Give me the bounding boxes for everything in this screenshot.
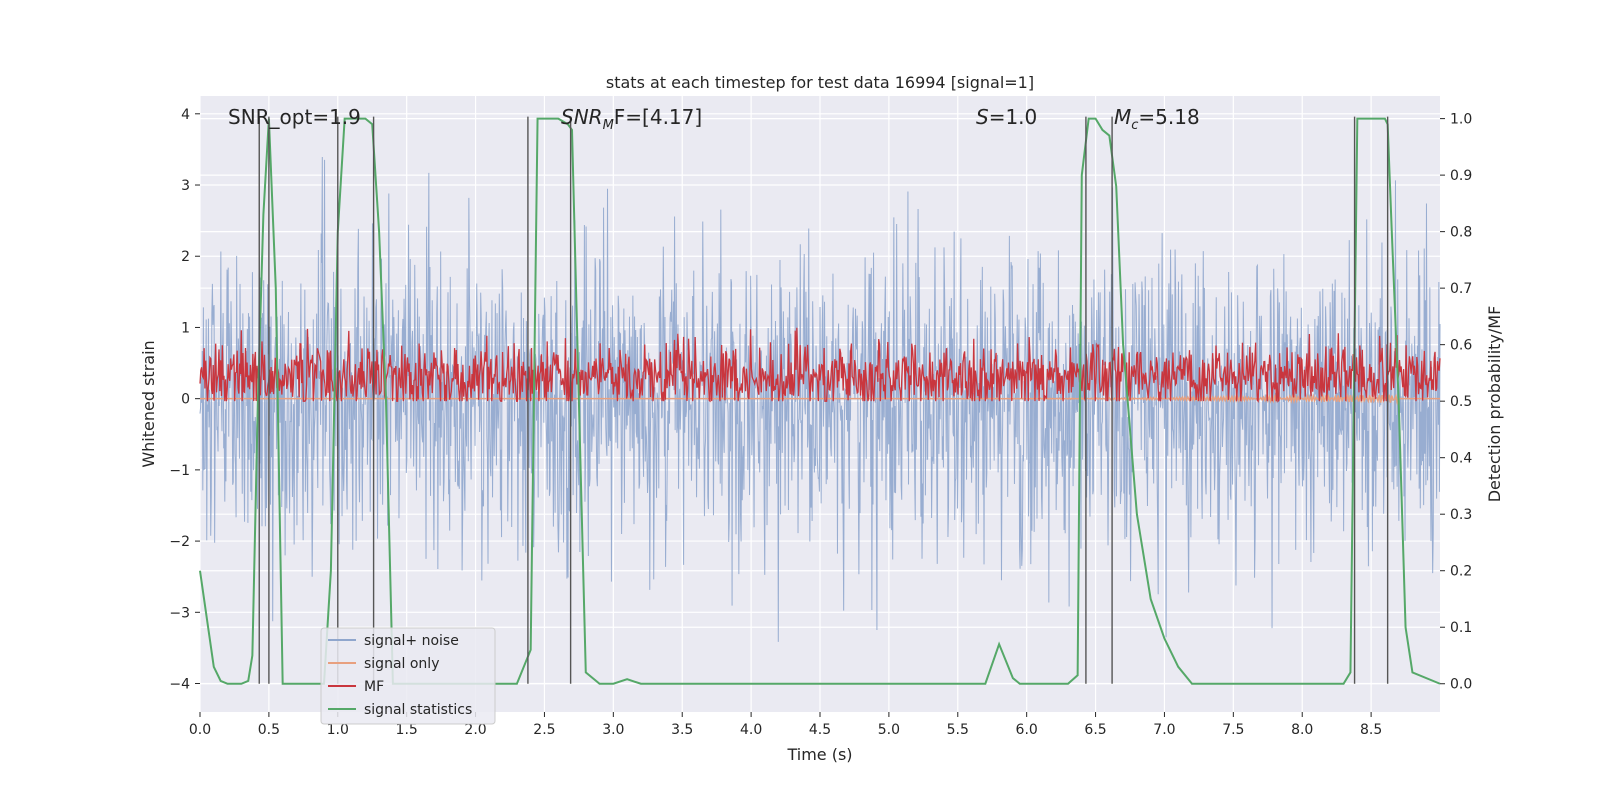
- y-left-tick-label: −1: [169, 463, 190, 479]
- x-tick-label: 1.0: [327, 722, 349, 738]
- y-right-tick-label: 0.0: [1450, 677, 1472, 693]
- y-left-tick-label: −2: [169, 534, 190, 550]
- y-right-tick-label: 0.1: [1450, 620, 1472, 636]
- annotation-snr-mf: SNRMF=[4.17]: [561, 105, 702, 133]
- x-tick-label: 4.0: [740, 722, 762, 738]
- legend-label-signal-statistics: signal statistics: [364, 702, 472, 718]
- y-axis-left: −4 −3 −2 −1 0 1 2 3 4: [169, 107, 200, 693]
- y-right-tick-label: 0.3: [1450, 507, 1472, 523]
- series-mf: [199, 327, 1441, 403]
- x-tick-label: 4.5: [809, 722, 831, 738]
- legend-label-signal-noise: signal+ noise: [364, 633, 459, 649]
- y-right-tick-label: 0.9: [1450, 168, 1472, 184]
- y-axis-right: 0.0 0.1 0.2 0.3 0.4 0.5 0.6 0.7 0.8 0.9 1.0: [1440, 112, 1472, 693]
- series-signal-noise: [199, 156, 1441, 642]
- x-tick-label: 8.5: [1360, 722, 1382, 738]
- y-left-tick-label: −4: [169, 677, 190, 693]
- chart-title: stats at each timestep for test data 169…: [606, 73, 1034, 92]
- y-right-tick-label: 0.8: [1450, 225, 1472, 241]
- x-axis-label: Time (s): [786, 745, 852, 764]
- x-tick-label: 5.5: [947, 722, 969, 738]
- x-tick-label: 8.0: [1291, 722, 1313, 738]
- y-axis-left-label: Whitened strain: [139, 340, 158, 467]
- x-tick-label: 6.5: [1084, 722, 1106, 738]
- y-right-tick-label: 0.6: [1450, 338, 1472, 354]
- x-tick-label: 7.0: [1153, 722, 1175, 738]
- x-tick-label: 5.0: [878, 722, 900, 738]
- y-left-tick-label: 2: [181, 249, 190, 265]
- x-tick-label: 2.5: [533, 722, 555, 738]
- series-signal-statistics: [199, 117, 1441, 685]
- annotation-snr-opt: SNR_opt=1.9: [228, 105, 361, 129]
- x-tick-label: 3.0: [602, 722, 624, 738]
- x-tick-label: 2.0: [464, 722, 486, 738]
- x-tick-label: 6.0: [1016, 722, 1038, 738]
- series-layer: [199, 117, 1441, 685]
- series-signal-only: [200, 392, 1440, 406]
- y-axis-right-label: Detection probability/MF: [1485, 306, 1504, 503]
- y-left-tick-label: 4: [181, 107, 190, 123]
- x-tick-label: 3.5: [671, 722, 693, 738]
- y-left-tick-label: −3: [169, 605, 190, 621]
- x-tick-label: 7.5: [1222, 722, 1244, 738]
- annotation-mc: Mc=5.18: [1114, 105, 1200, 133]
- y-right-tick-label: 0.5: [1450, 394, 1472, 410]
- y-right-tick-label: 1.0: [1450, 112, 1472, 128]
- legend: signal+ noise signal only MF signal stat…: [320, 627, 496, 725]
- y-right-tick-label: 0.7: [1450, 281, 1472, 297]
- y-left-tick-label: 0: [181, 392, 190, 408]
- x-tick-label: 0.0: [189, 722, 211, 738]
- legend-box: [320, 627, 496, 725]
- y-left-tick-label: 3: [181, 178, 190, 194]
- annotation-s: S=1.0: [976, 105, 1037, 129]
- x-axis: 0.0 0.5 1.0 1.5 2.0 2.5 3.0 3.5 4.0 4.5 5.0 5.5 6.0 6…: [189, 712, 1382, 738]
- y-left-tick-label: 1: [181, 320, 190, 336]
- legend-label-signal-only: signal only: [364, 656, 439, 672]
- legend-label-mf: MF: [364, 679, 384, 695]
- vertical-markers: [258, 116, 1389, 684]
- y-right-tick-label: 0.4: [1450, 451, 1472, 467]
- x-tick-label: 1.5: [396, 722, 418, 738]
- y-right-tick-label: 0.2: [1450, 564, 1472, 580]
- x-tick-label: 0.5: [258, 722, 280, 738]
